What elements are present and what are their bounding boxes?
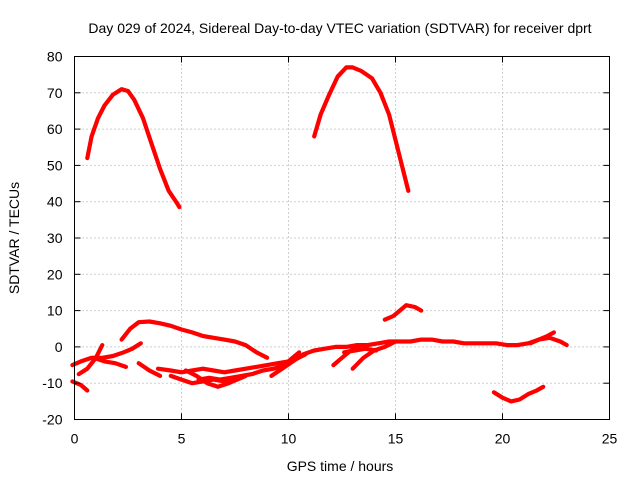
data-series	[70, 65, 569, 404]
y-tick-labels: -20 -10 0 10 20 30 40 50 60 70 80	[42, 49, 62, 428]
series-arc-18	[382, 303, 424, 322]
series-arc-4	[70, 341, 143, 368]
y-tick-label: 0	[55, 339, 63, 355]
series-arc-6	[70, 379, 90, 393]
y-tick-label: 80	[47, 49, 63, 65]
y-tick-label: 70	[47, 85, 63, 101]
y-tick-label: 60	[47, 121, 63, 137]
series-arc-7	[91, 355, 129, 369]
x-tick-label: 25	[602, 431, 618, 447]
chart-title: Day 029 of 2024, Sidereal Day-to-day VTE…	[88, 20, 591, 36]
x-tick-label: 15	[388, 431, 404, 447]
y-tick-label: -20	[42, 412, 62, 428]
x-tick-label: 20	[495, 431, 511, 447]
series-arc-20	[528, 330, 557, 346]
y-tick-label: 10	[47, 303, 63, 319]
series-arc-17	[342, 346, 379, 355]
x-tick-label: 10	[281, 431, 297, 447]
series-arc-2	[312, 65, 411, 193]
series-arc-19	[491, 384, 546, 404]
series-arc-11	[183, 368, 248, 389]
series-arc-3	[119, 319, 270, 360]
series-arc-5	[76, 343, 105, 377]
series-arc-8	[136, 361, 163, 378]
axis-ticks	[74, 56, 610, 420]
x-tick-label: 5	[178, 431, 186, 447]
gridlines	[74, 56, 610, 420]
y-tick-label: 20	[47, 266, 63, 282]
series-arc-13	[269, 335, 569, 378]
series-arc-14	[275, 350, 302, 371]
y-tick-label: 30	[47, 230, 63, 246]
series-arc-9	[155, 352, 300, 375]
y-tick-label: 50	[47, 157, 63, 173]
x-tick-labels: 0 5 10 15 20 25	[71, 431, 618, 447]
y-tick-label: 40	[47, 194, 63, 210]
y-tick-label: -10	[42, 375, 62, 391]
x-axis-label: GPS time / hours	[287, 458, 394, 474]
series-arc-1	[85, 87, 182, 210]
y-axis-label: SDTVAR / TECUs	[6, 182, 22, 294]
x-tick-label: 0	[71, 431, 79, 447]
